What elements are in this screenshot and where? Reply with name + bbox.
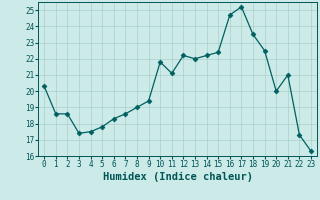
X-axis label: Humidex (Indice chaleur): Humidex (Indice chaleur) <box>103 172 252 182</box>
